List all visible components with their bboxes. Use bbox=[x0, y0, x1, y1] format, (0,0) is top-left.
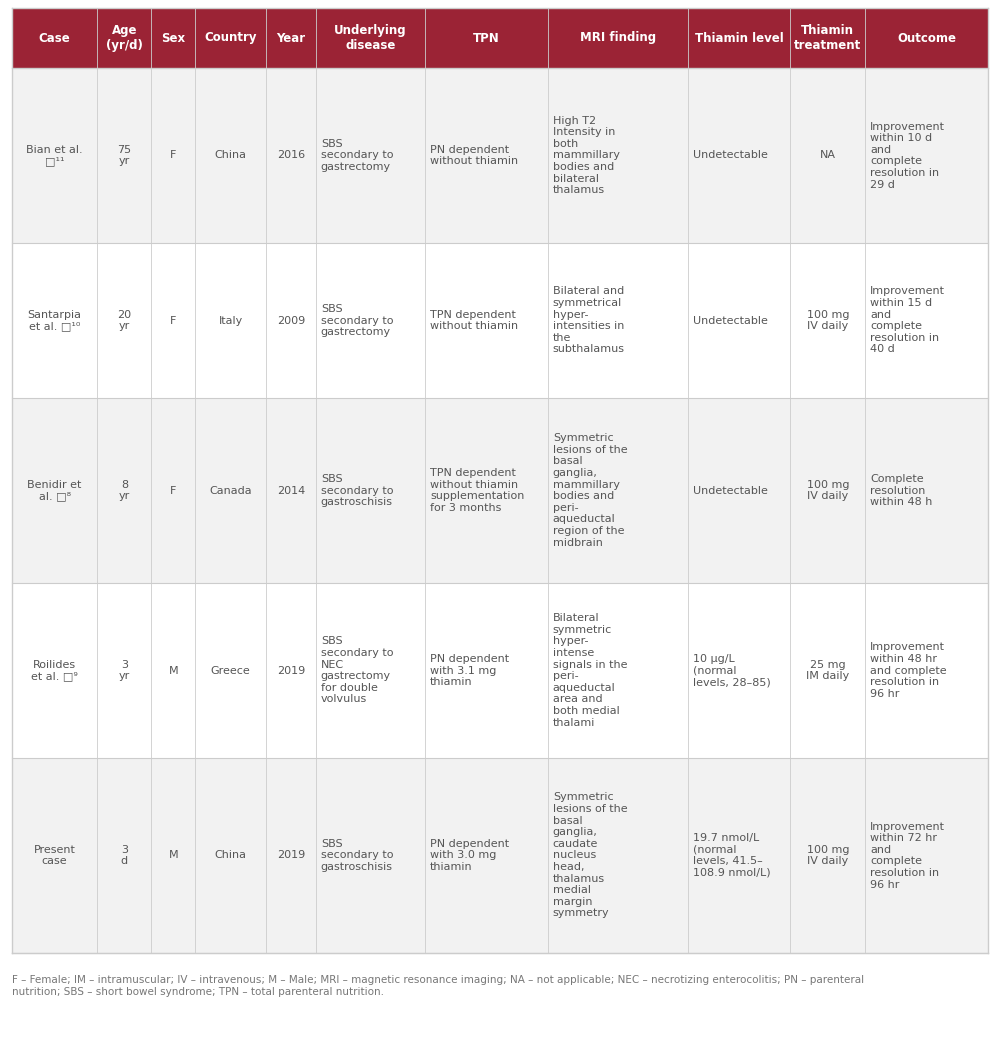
Text: TPN dependent
without thiamin: TPN dependent without thiamin bbox=[430, 310, 518, 331]
Text: 3
d: 3 d bbox=[121, 845, 128, 867]
Text: SBS
secondary to
NEC
gastrectomy
for double
volvulus: SBS secondary to NEC gastrectomy for dou… bbox=[321, 636, 393, 705]
Text: 2016: 2016 bbox=[277, 150, 305, 161]
Text: Undetectable: Undetectable bbox=[693, 485, 768, 496]
Text: China: China bbox=[215, 150, 247, 161]
Text: SBS
secondary to
gastroschisis: SBS secondary to gastroschisis bbox=[321, 474, 393, 507]
Text: Bian et al.
□¹¹: Bian et al. □¹¹ bbox=[26, 145, 83, 166]
Text: 25 mg
IM daily: 25 mg IM daily bbox=[806, 660, 849, 682]
Text: Year: Year bbox=[276, 32, 305, 44]
Text: Complete
resolution
within 48 h: Complete resolution within 48 h bbox=[870, 474, 933, 507]
Text: 2019: 2019 bbox=[277, 851, 305, 860]
Text: Underlying
disease: Underlying disease bbox=[334, 24, 407, 52]
Text: SBS
secondary to
gastrectomy: SBS secondary to gastrectomy bbox=[321, 138, 393, 172]
Text: Undetectable: Undetectable bbox=[693, 150, 768, 161]
Text: TPN dependent
without thiamin
supplementation
for 3 months: TPN dependent without thiamin supplement… bbox=[430, 468, 524, 513]
Text: 2019: 2019 bbox=[277, 666, 305, 675]
Text: Roilides
et al. □⁹: Roilides et al. □⁹ bbox=[31, 660, 78, 682]
Text: 3
yr: 3 yr bbox=[119, 660, 130, 682]
Text: 2014: 2014 bbox=[277, 485, 305, 496]
Bar bbox=[12, 68, 988, 243]
Text: PN dependent
with 3.1 mg
thiamin: PN dependent with 3.1 mg thiamin bbox=[430, 654, 509, 687]
Text: M: M bbox=[168, 851, 178, 860]
Text: Country: Country bbox=[204, 32, 257, 44]
Text: MRI finding: MRI finding bbox=[580, 32, 656, 44]
Text: Bilateral
symmetric
hyper-
intense
signals in the
peri-
aqueductal
area and
both: Bilateral symmetric hyper- intense signa… bbox=[553, 613, 627, 727]
Text: Symmetric
lesions of the
basal
ganglia,
caudate
nucleus
head,
thalamus
medial
ma: Symmetric lesions of the basal ganglia, … bbox=[553, 793, 627, 919]
Text: 75
yr: 75 yr bbox=[117, 145, 131, 166]
Text: TPN: TPN bbox=[473, 32, 500, 44]
Bar bbox=[12, 758, 988, 953]
Text: Sex: Sex bbox=[161, 32, 185, 44]
Text: Thiamin
treatment: Thiamin treatment bbox=[794, 24, 861, 52]
Text: Improvement
within 72 hr
and
complete
resolution in
96 hr: Improvement within 72 hr and complete re… bbox=[870, 821, 945, 890]
Text: 2009: 2009 bbox=[277, 315, 305, 326]
Text: 8
yr: 8 yr bbox=[119, 480, 130, 501]
Text: 20
yr: 20 yr bbox=[117, 310, 131, 331]
Text: Undetectable: Undetectable bbox=[693, 315, 768, 326]
Text: High T2
Intensity in
both
mammillary
bodies and
bilateral
thalamus: High T2 Intensity in both mammillary bod… bbox=[553, 115, 620, 196]
Text: Canada: Canada bbox=[209, 485, 252, 496]
Text: F – Female; IM – intramuscular; IV – intravenous; M – Male; MRI – magnetic reson: F – Female; IM – intramuscular; IV – int… bbox=[12, 975, 864, 997]
Text: China: China bbox=[215, 851, 247, 860]
Bar bbox=[12, 398, 988, 583]
Text: 100 mg
IV daily: 100 mg IV daily bbox=[807, 480, 849, 501]
Text: SBS
secondary to
gastrectomy: SBS secondary to gastrectomy bbox=[321, 304, 393, 337]
Text: F: F bbox=[170, 315, 176, 326]
Text: Bilateral and
symmetrical
hyper-
intensities in
the
subthalamus: Bilateral and symmetrical hyper- intensi… bbox=[553, 286, 625, 354]
Bar bbox=[12, 8, 988, 68]
Text: Greece: Greece bbox=[211, 666, 250, 675]
Text: SBS
secondary to
gastroschisis: SBS secondary to gastroschisis bbox=[321, 839, 393, 872]
Text: Present
case: Present case bbox=[34, 845, 76, 867]
Text: Benidir et
al. □⁸: Benidir et al. □⁸ bbox=[27, 480, 82, 501]
Text: Improvement
within 48 hr
and complete
resolution in
96 hr: Improvement within 48 hr and complete re… bbox=[870, 643, 947, 699]
Text: 100 mg
IV daily: 100 mg IV daily bbox=[807, 845, 849, 867]
Text: F: F bbox=[170, 150, 176, 161]
Bar bbox=[12, 243, 988, 398]
Text: Improvement
within 10 d
and
complete
resolution in
29 d: Improvement within 10 d and complete res… bbox=[870, 122, 945, 189]
Text: Case: Case bbox=[39, 32, 71, 44]
Text: Symmetric
lesions of the
basal
ganglia,
mammillary
bodies and
peri-
aqueductal
r: Symmetric lesions of the basal ganglia, … bbox=[553, 433, 627, 548]
Text: NA: NA bbox=[820, 150, 836, 161]
Text: Age
(yr/d): Age (yr/d) bbox=[106, 24, 143, 52]
Text: Thiamin level: Thiamin level bbox=[695, 32, 784, 44]
Text: M: M bbox=[168, 666, 178, 675]
Bar bbox=[12, 583, 988, 758]
Text: 10 µg/L
(normal
levels, 28–85): 10 µg/L (normal levels, 28–85) bbox=[693, 654, 771, 687]
Text: PN dependent
without thiamin: PN dependent without thiamin bbox=[430, 145, 518, 166]
Text: Santarpia
et al. □¹⁰: Santarpia et al. □¹⁰ bbox=[28, 310, 82, 331]
Text: Italy: Italy bbox=[218, 315, 243, 326]
Text: Outcome: Outcome bbox=[897, 32, 956, 44]
Text: 100 mg
IV daily: 100 mg IV daily bbox=[807, 310, 849, 331]
Text: PN dependent
with 3.0 mg
thiamin: PN dependent with 3.0 mg thiamin bbox=[430, 839, 509, 872]
Text: F: F bbox=[170, 485, 176, 496]
Text: Improvement
within 15 d
and
complete
resolution in
40 d: Improvement within 15 d and complete res… bbox=[870, 286, 945, 354]
Text: 19.7 nmol/L
(normal
levels, 41.5–
108.9 nmol/L): 19.7 nmol/L (normal levels, 41.5– 108.9 … bbox=[693, 833, 771, 878]
